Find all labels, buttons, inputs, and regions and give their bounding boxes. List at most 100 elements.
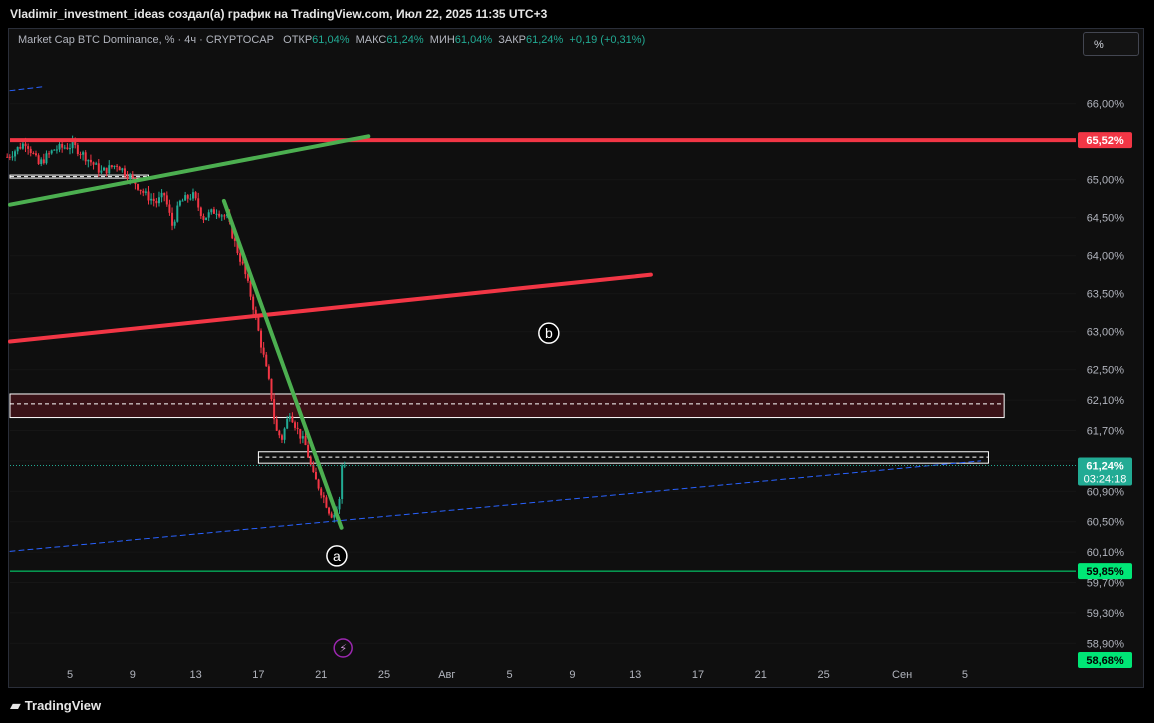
candle-body <box>322 495 325 498</box>
dashed-trendline[interactable] <box>9 86 43 92</box>
candle-body <box>184 195 187 201</box>
trendline[interactable] <box>221 198 344 530</box>
candle-body <box>105 167 108 174</box>
candle-body <box>129 174 132 180</box>
candle-body <box>202 215 205 220</box>
low-label: МИН <box>429 34 455 46</box>
candle-body <box>283 428 286 440</box>
candle-body <box>197 198 200 208</box>
candle-body <box>147 191 150 201</box>
open-value: 61,04% <box>312 34 350 46</box>
candle-body <box>89 159 92 163</box>
candle-body <box>152 198 155 201</box>
candle-body <box>165 195 168 205</box>
candle-body <box>254 309 257 317</box>
chart-header-title: Vladimir_investment_ideas создал(а) граф… <box>0 0 1154 28</box>
price-zone[interactable] <box>9 393 1005 419</box>
lightning-icon[interactable] <box>333 638 353 658</box>
open-label: ОТКР <box>283 34 313 46</box>
candle-body <box>273 399 276 420</box>
candle-body <box>144 191 147 193</box>
candle-body <box>212 209 215 214</box>
candle-body <box>155 200 158 204</box>
x-tick-label: 5 <box>67 669 73 681</box>
high-label: МАКС <box>355 34 387 46</box>
dashed-trendline[interactable] <box>9 460 982 552</box>
price-badge-label: 65,52% <box>1086 135 1124 147</box>
trendline[interactable] <box>8 134 371 207</box>
percent-scale-button[interactable]: % <box>1083 32 1139 56</box>
candle-body <box>123 168 126 176</box>
candle-body <box>48 153 51 155</box>
candle-body <box>241 261 244 264</box>
candle-body <box>189 198 192 200</box>
price-badge-label: 58,68% <box>1086 655 1124 667</box>
candle-body <box>252 296 255 310</box>
candle-body <box>118 166 121 171</box>
x-tick-label: 5 <box>962 669 968 681</box>
candle-body <box>103 167 106 171</box>
wave-label-circle[interactable] <box>326 545 348 567</box>
candle-body <box>58 144 61 150</box>
y-tick-label: 63,50% <box>1087 289 1125 301</box>
candle-body <box>53 149 56 151</box>
candle-body <box>50 150 53 154</box>
price-badge <box>1078 457 1132 486</box>
symbol-name[interactable]: Market Cap BTC Dominance, % · 4ч · CRYPT… <box>18 34 274 46</box>
x-tick-label: 13 <box>189 669 201 681</box>
candle-body <box>61 144 64 148</box>
y-tick-label: 63,00% <box>1087 327 1125 339</box>
candle-body <box>87 159 90 162</box>
candle-body <box>55 149 58 151</box>
candle-body <box>66 147 69 149</box>
trendline[interactable] <box>8 272 653 344</box>
wave-label-text: b <box>545 325 553 341</box>
x-tick-label: 5 <box>507 669 513 681</box>
wave-label-text: a <box>333 548 341 564</box>
candle-body <box>186 195 189 199</box>
candle-body <box>220 215 223 217</box>
chart-frame[interactable] <box>8 28 1144 688</box>
wave-label-circle[interactable] <box>538 322 560 344</box>
x-tick-label: 21 <box>315 669 327 681</box>
lightning-glyph: ⚡ <box>339 643 347 655</box>
candle-body <box>328 507 331 514</box>
candle-body <box>71 141 74 149</box>
candle-body <box>307 445 310 458</box>
candle-body <box>262 347 265 355</box>
candle-body <box>309 457 312 465</box>
candle-body <box>275 419 278 431</box>
candle-body <box>296 427 299 429</box>
candle-body <box>8 156 11 158</box>
candle-body <box>231 222 234 239</box>
candle-body <box>260 330 263 348</box>
candle-body <box>338 499 341 510</box>
candle-body <box>278 430 281 436</box>
candle-body <box>79 154 82 156</box>
x-tick-label: 25 <box>378 669 390 681</box>
candle-body <box>210 209 213 213</box>
y-tick-label: 66,00% <box>1087 99 1125 111</box>
candle-body <box>19 146 22 149</box>
candle-body <box>126 175 129 180</box>
candle-body <box>110 165 113 168</box>
high-value: 61,24% <box>386 34 424 46</box>
x-tick-label: 21 <box>755 669 767 681</box>
candle-body <box>131 174 134 178</box>
x-tick-label: 13 <box>629 669 641 681</box>
candle-body <box>178 200 181 206</box>
candle-body <box>100 170 103 173</box>
candle-body <box>270 378 273 400</box>
candle-body <box>249 280 252 297</box>
y-tick-label: 60,90% <box>1087 486 1125 498</box>
y-tick-label: 64,50% <box>1087 213 1125 225</box>
candle-body <box>157 197 160 204</box>
y-tick-label: 62,10% <box>1087 395 1125 407</box>
tradingview-logo[interactable]: ▰ TradingView <box>10 697 101 714</box>
y-tick-label: 60,10% <box>1087 547 1125 559</box>
price-badge-label: 61,24% <box>1086 460 1124 472</box>
candle-body <box>215 213 218 215</box>
y-tick-label: 59,70% <box>1087 578 1125 590</box>
candle-body <box>137 184 140 190</box>
